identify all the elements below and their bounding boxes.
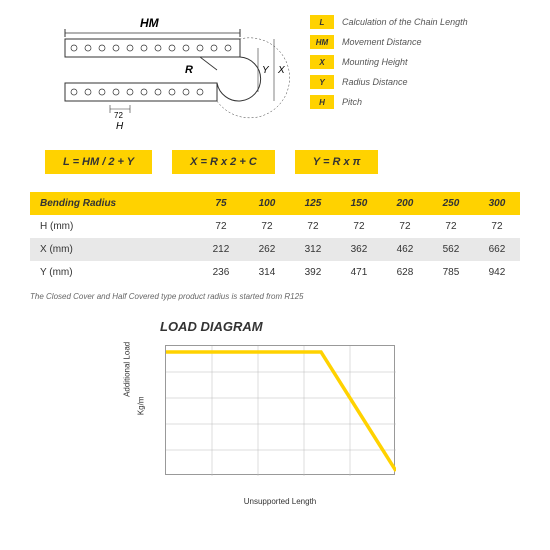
svg-text:R: R <box>185 64 193 76</box>
table-row: X (mm) 212262312362462562662 <box>30 238 520 261</box>
legend-text: Movement Distance <box>342 37 422 47</box>
legend-badge-h: H <box>310 95 334 109</box>
chain-diagram: HM R Y X <box>30 15 290 135</box>
chart-svg: 20 15 10 5 1m 1.5m 2m 2.5m 3m <box>166 346 396 476</box>
table-note: The Closed Cover and Half Covered type p… <box>30 292 520 301</box>
load-line <box>166 352 396 471</box>
legend-badge-hm: HM <box>310 35 334 49</box>
load-chart: Additional Load Kg/m 20 15 <box>135 340 415 500</box>
legend-text: Mounting Height <box>342 57 408 67</box>
table-header: Bending Radius <box>30 192 198 215</box>
formula-l: L = HM / 2 + Y <box>45 150 152 174</box>
legend-badge-x: X <box>310 55 334 69</box>
legend-text: Calculation of the Chain Length <box>342 17 468 27</box>
chart-ylabel: Additional Load <box>123 342 132 397</box>
legend-text: Radius Distance <box>342 77 408 87</box>
svg-text:H: H <box>116 121 124 132</box>
chart-ylabel2: Kg/m <box>137 396 146 415</box>
legend-badge-l: L <box>310 15 334 29</box>
svg-text:72: 72 <box>114 111 123 120</box>
svg-text:Y: Y <box>262 65 270 76</box>
chart-xlabel: Unsupported Length <box>165 497 395 506</box>
formulas: L = HM / 2 + Y X = R x 2 + C Y = R x π <box>45 150 520 174</box>
legend: L Calculation of the Chain Length HM Movem… <box>310 15 520 135</box>
hm-label: HM <box>140 16 160 30</box>
load-diagram-title: LOAD DIAGRAM <box>160 319 520 334</box>
bending-radius-table: Bending Radius 75 100 125 150 200 250 30… <box>30 192 520 284</box>
table-row: Y (mm) 236314392471628785942 <box>30 261 520 284</box>
svg-text:X: X <box>277 65 285 76</box>
legend-text: Pitch <box>342 97 362 107</box>
formula-x: X = R x 2 + C <box>172 150 275 174</box>
table-row: H (mm) 72727272727272 <box>30 215 520 238</box>
legend-badge-y: Y <box>310 75 334 89</box>
formula-y: Y = R x π <box>295 150 379 174</box>
